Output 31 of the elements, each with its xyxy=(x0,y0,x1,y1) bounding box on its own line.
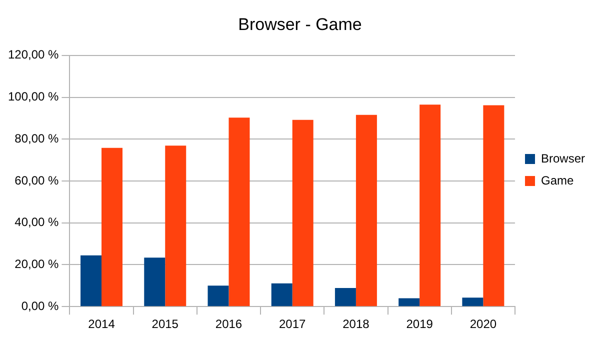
bar xyxy=(462,298,484,306)
legend-label: Browser xyxy=(540,151,586,166)
x-tick-label: 2019 xyxy=(406,317,434,332)
y-tick-label: 100,00 % xyxy=(8,90,60,104)
bar xyxy=(165,146,186,306)
y-tick-label: 80,00 % xyxy=(14,131,60,146)
y-tick-label: 20,00 % xyxy=(14,257,60,272)
bar xyxy=(208,286,229,306)
bar xyxy=(398,298,420,306)
y-tick-label: 120,00 % xyxy=(8,48,60,62)
x-tick-label: 2015 xyxy=(152,317,179,332)
x-tick-label: 2014 xyxy=(88,317,116,332)
x-tick-label: 2016 xyxy=(215,317,242,332)
chart-title: Browser - Game xyxy=(238,14,362,34)
bar xyxy=(228,118,250,306)
legend-label: Game xyxy=(540,173,574,188)
bar xyxy=(334,288,356,306)
bar xyxy=(356,114,377,306)
y-tick-label: 0,00 % xyxy=(21,298,60,313)
bar xyxy=(144,258,166,306)
bar xyxy=(483,105,504,306)
x-tick-label: 2020 xyxy=(470,317,497,332)
bar xyxy=(271,283,292,306)
bar xyxy=(420,104,441,306)
y-tick-label: 40,00 % xyxy=(14,215,60,230)
bar xyxy=(80,255,102,306)
x-tick-label: 2017 xyxy=(278,317,306,332)
y-tick-label: 60,00 % xyxy=(14,173,60,188)
bar xyxy=(292,120,314,306)
x-tick-label: 2018 xyxy=(342,317,370,332)
bar xyxy=(102,148,123,306)
